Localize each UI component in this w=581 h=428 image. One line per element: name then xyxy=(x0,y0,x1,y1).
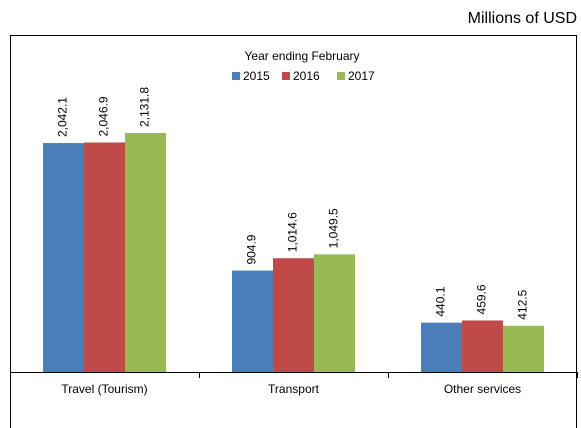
legend-label: 2017 xyxy=(348,69,375,83)
legend-swatch xyxy=(337,72,345,80)
bar xyxy=(462,320,503,372)
legend-title: Year ending February xyxy=(245,49,360,63)
unit-label: Millions of USD xyxy=(468,10,577,27)
chart-frame xyxy=(10,35,577,428)
x-tick-label: Other services xyxy=(444,382,521,396)
legend-swatch xyxy=(282,72,290,80)
value-label: 459.6 xyxy=(475,284,489,314)
bar xyxy=(125,133,166,372)
value-label: 2,042.1 xyxy=(56,97,70,137)
bar xyxy=(84,142,125,372)
bar xyxy=(421,322,462,372)
value-label: 440.1 xyxy=(434,286,448,316)
bar xyxy=(314,254,355,372)
bar xyxy=(43,143,84,372)
bar xyxy=(503,325,544,372)
legend-label: 2015 xyxy=(243,69,270,83)
bar xyxy=(232,270,273,372)
legend-swatch xyxy=(232,72,240,80)
x-tick-label: Travel (Tourism) xyxy=(61,382,147,396)
value-label: 412.5 xyxy=(516,289,530,319)
value-label: 2,131.8 xyxy=(138,87,152,127)
value-label: 1,049.5 xyxy=(327,208,341,248)
value-label: 1,014.6 xyxy=(286,212,300,252)
legend-label: 2016 xyxy=(293,69,320,83)
bar xyxy=(273,258,314,372)
value-label: 2,046.9 xyxy=(97,96,111,136)
x-tick-label: Transport xyxy=(268,382,320,396)
value-label: 904.9 xyxy=(245,234,259,264)
